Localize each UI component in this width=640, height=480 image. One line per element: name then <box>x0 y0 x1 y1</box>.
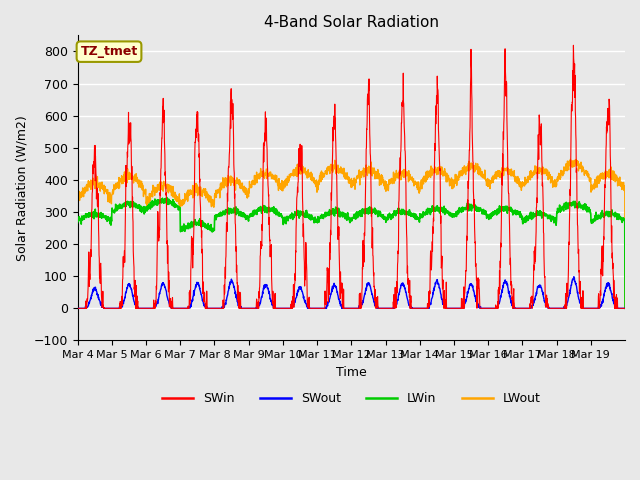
Legend: SWin, SWout, LWin, LWout: SWin, SWout, LWin, LWout <box>157 387 546 410</box>
Y-axis label: Solar Radiation (W/m2): Solar Radiation (W/m2) <box>15 115 28 261</box>
Text: TZ_tmet: TZ_tmet <box>81 45 138 58</box>
Title: 4-Band Solar Radiation: 4-Band Solar Radiation <box>264 15 439 30</box>
X-axis label: Time: Time <box>336 366 367 379</box>
